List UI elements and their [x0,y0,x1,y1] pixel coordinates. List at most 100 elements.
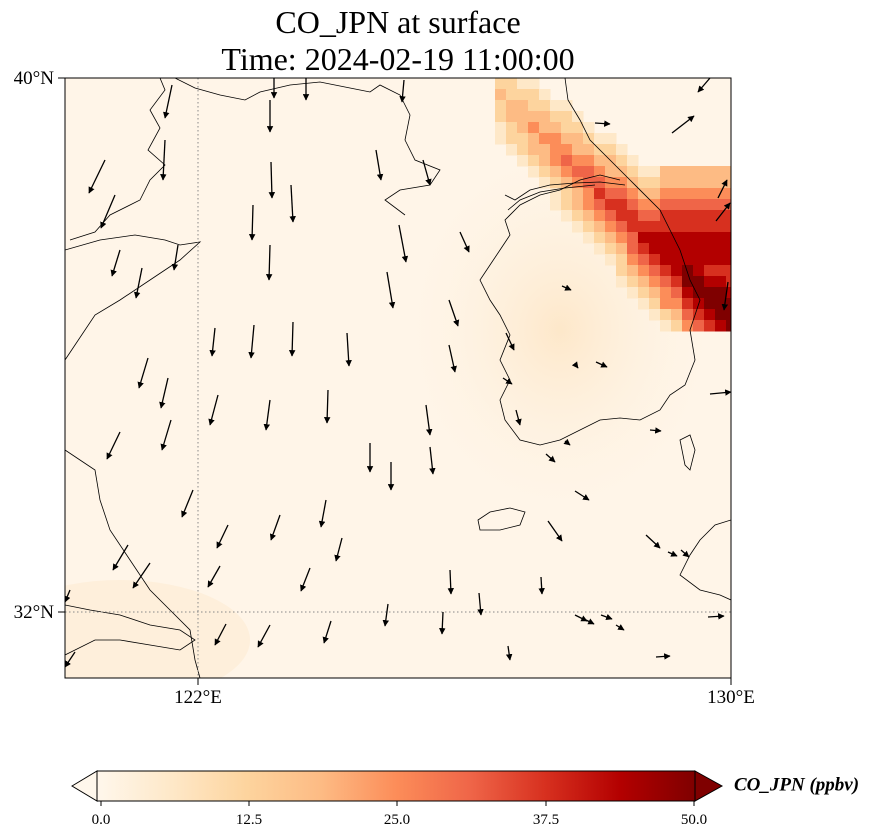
plume-cell [561,133,573,145]
plume-cell [627,276,639,288]
plume-cell [726,254,731,266]
wind-arrow [288,321,296,357]
plume-cell [627,232,639,244]
plume-cell [517,111,529,123]
plume-cell [605,177,617,189]
plume-cell [506,144,518,156]
plume-cell [671,188,683,200]
wind-arrow [100,194,116,229]
plume-cell [550,166,562,178]
plume-cell [561,100,573,112]
plume-cell [704,298,716,310]
plume-cell [660,309,672,321]
plume-cell [726,309,731,321]
wind-arrow [65,589,71,603]
plume-cell [616,144,628,156]
plume-cell [704,320,716,332]
wind-arrow [505,645,513,661]
plume-cell [605,232,617,244]
coast-jiangsu [65,449,201,678]
plume-cell [572,210,584,222]
plume-cell [682,166,694,178]
plume-cell [726,276,731,288]
plume-cell [506,122,518,134]
plume-cell [627,287,639,299]
plume-cell [572,155,584,167]
plume-cell [660,210,672,222]
plume-cell [693,320,705,332]
plume-cell [506,100,518,112]
plume-cell [660,188,672,200]
wind-arrow [345,332,352,367]
plume-cell [671,254,683,266]
plume-cell [572,122,584,134]
plume-cell [726,232,731,244]
plume-cell [528,144,540,156]
plume-cell [726,287,731,299]
wind-arrow [425,404,433,436]
plume-cell [715,232,727,244]
plume-cell [671,287,683,299]
wind-arrow [571,361,579,369]
wind-arrow [289,184,296,223]
plume-cell [726,243,731,255]
plume-cell [561,111,573,123]
plume-cell [682,199,694,211]
plume-cell [495,122,507,134]
wind-arrow [112,544,129,571]
plume-cell [671,232,683,244]
plume-cell [649,188,661,200]
plume-cell [671,199,683,211]
wind-arrow [667,550,678,557]
wind-vectors [65,78,731,668]
wind-arrow [545,453,556,463]
plume-cell [550,100,562,112]
plume-cell [506,133,518,145]
plume-cell [649,166,661,178]
plume-cell [616,188,628,200]
plume-cell [726,221,731,233]
colorbar-ticks [100,801,695,806]
plume-cell [583,166,595,178]
plume-cell [561,199,573,211]
plume-cell [627,199,639,211]
coast-shandong [65,234,202,361]
plume-cell [715,287,727,299]
plume-cell [594,177,606,189]
wind-arrow [574,490,590,501]
wind-arrow [399,79,406,103]
plume-cell [671,298,683,310]
wind-arrow [208,394,219,426]
plume-cell [594,199,606,211]
coast-bohai-north [69,78,166,241]
plume-cell [638,276,650,288]
plume-cell [649,243,661,255]
plume-cell [572,166,584,178]
plume-cell [682,287,694,299]
plume-cell [715,221,727,233]
wind-arrow [671,115,695,134]
plume-cell [517,144,529,156]
plume-cell [616,210,628,222]
wind-arrow [547,520,563,542]
plume-cell [638,298,650,310]
plume-cell [704,276,716,288]
plume-cell [726,199,731,211]
wind-arrow [717,179,728,199]
plume-cell [682,210,694,222]
wind-arrow [649,427,662,434]
plume-cell [715,320,727,332]
plume-cell [583,199,595,211]
plume-cell [693,232,705,244]
plume-cell [704,166,716,178]
plume-cell [649,309,661,321]
plume-cell [682,254,694,266]
plume-cell [572,144,584,156]
plume-cell [726,298,731,310]
wind-arrow [505,332,515,351]
plume-cell [616,155,628,167]
plume-cell [627,243,639,255]
plume-cell [693,177,705,189]
plume-cell [605,188,617,200]
wind-arrow [248,324,255,359]
